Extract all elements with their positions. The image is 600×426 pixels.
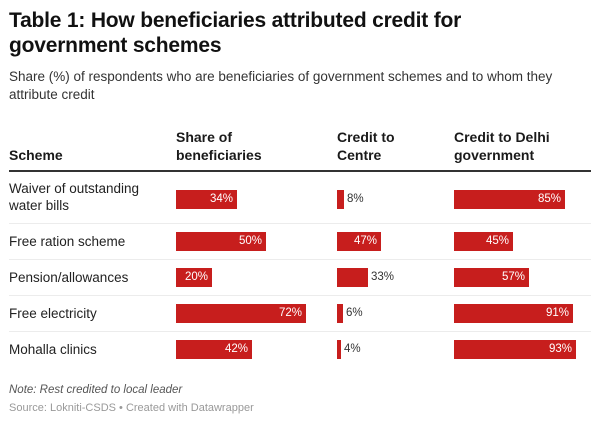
data-label-delhi: 91% <box>545 307 569 319</box>
row-label: Waiver of outstanding water bills <box>9 181 140 213</box>
bar-share <box>176 190 237 209</box>
bar-centre <box>337 232 381 251</box>
bar-delhi <box>454 340 576 359</box>
data-label-share: 42% <box>224 343 248 355</box>
bar-centre <box>337 190 344 209</box>
row-separator <box>9 223 591 224</box>
data-label-share: 72% <box>278 307 302 319</box>
column-header-share: Share of beneficiaries <box>176 129 262 163</box>
bar-delhi <box>454 190 565 209</box>
data-label-share: 50% <box>238 235 262 247</box>
data-label-centre: 33% <box>371 271 395 283</box>
row-separator <box>9 331 591 332</box>
data-label-centre: 47% <box>353 235 377 247</box>
column-header-scheme: Scheme <box>9 147 63 163</box>
data-label-delhi: 93% <box>548 343 572 355</box>
bar-share <box>176 232 266 251</box>
bar-share <box>176 340 252 359</box>
data-label-delhi: 45% <box>485 235 509 247</box>
chart-title: Table 1: How beneficiaries attributed cr… <box>9 9 462 57</box>
bar-delhi <box>454 304 573 323</box>
chart-subtitle: Share (%) of respondents who are benefic… <box>9 69 553 102</box>
row-separator <box>9 259 591 260</box>
data-label-delhi: 85% <box>537 193 561 205</box>
bar-delhi <box>454 268 529 287</box>
bar-share <box>176 268 212 287</box>
column-header-delhi: Credit to Delhi government <box>454 129 550 163</box>
row-label: Free ration scheme <box>9 234 126 249</box>
row-label: Mohalla clinics <box>9 342 97 357</box>
data-label-centre: 6% <box>346 307 363 319</box>
header-rule <box>9 170 591 172</box>
data-label-delhi: 57% <box>501 271 525 283</box>
row-label: Free electricity <box>9 306 97 321</box>
data-label-centre: 4% <box>344 343 361 355</box>
column-header-centre: Credit to Centre <box>337 129 395 163</box>
chart-note: Note: Rest credited to local leader <box>9 384 183 396</box>
bar-centre <box>337 340 341 359</box>
bar-centre <box>337 304 343 323</box>
bar-delhi <box>454 232 513 251</box>
data-label-share: 34% <box>209 193 233 205</box>
row-separator <box>9 295 591 296</box>
bar-share <box>176 304 306 323</box>
bar-centre <box>337 268 368 287</box>
data-label-share: 20% <box>184 271 208 283</box>
chart-source: Source: Lokniti-CSDS • Created with Data… <box>9 402 254 414</box>
row-label: Pension/allowances <box>9 270 129 285</box>
data-label-centre: 8% <box>347 193 364 205</box>
